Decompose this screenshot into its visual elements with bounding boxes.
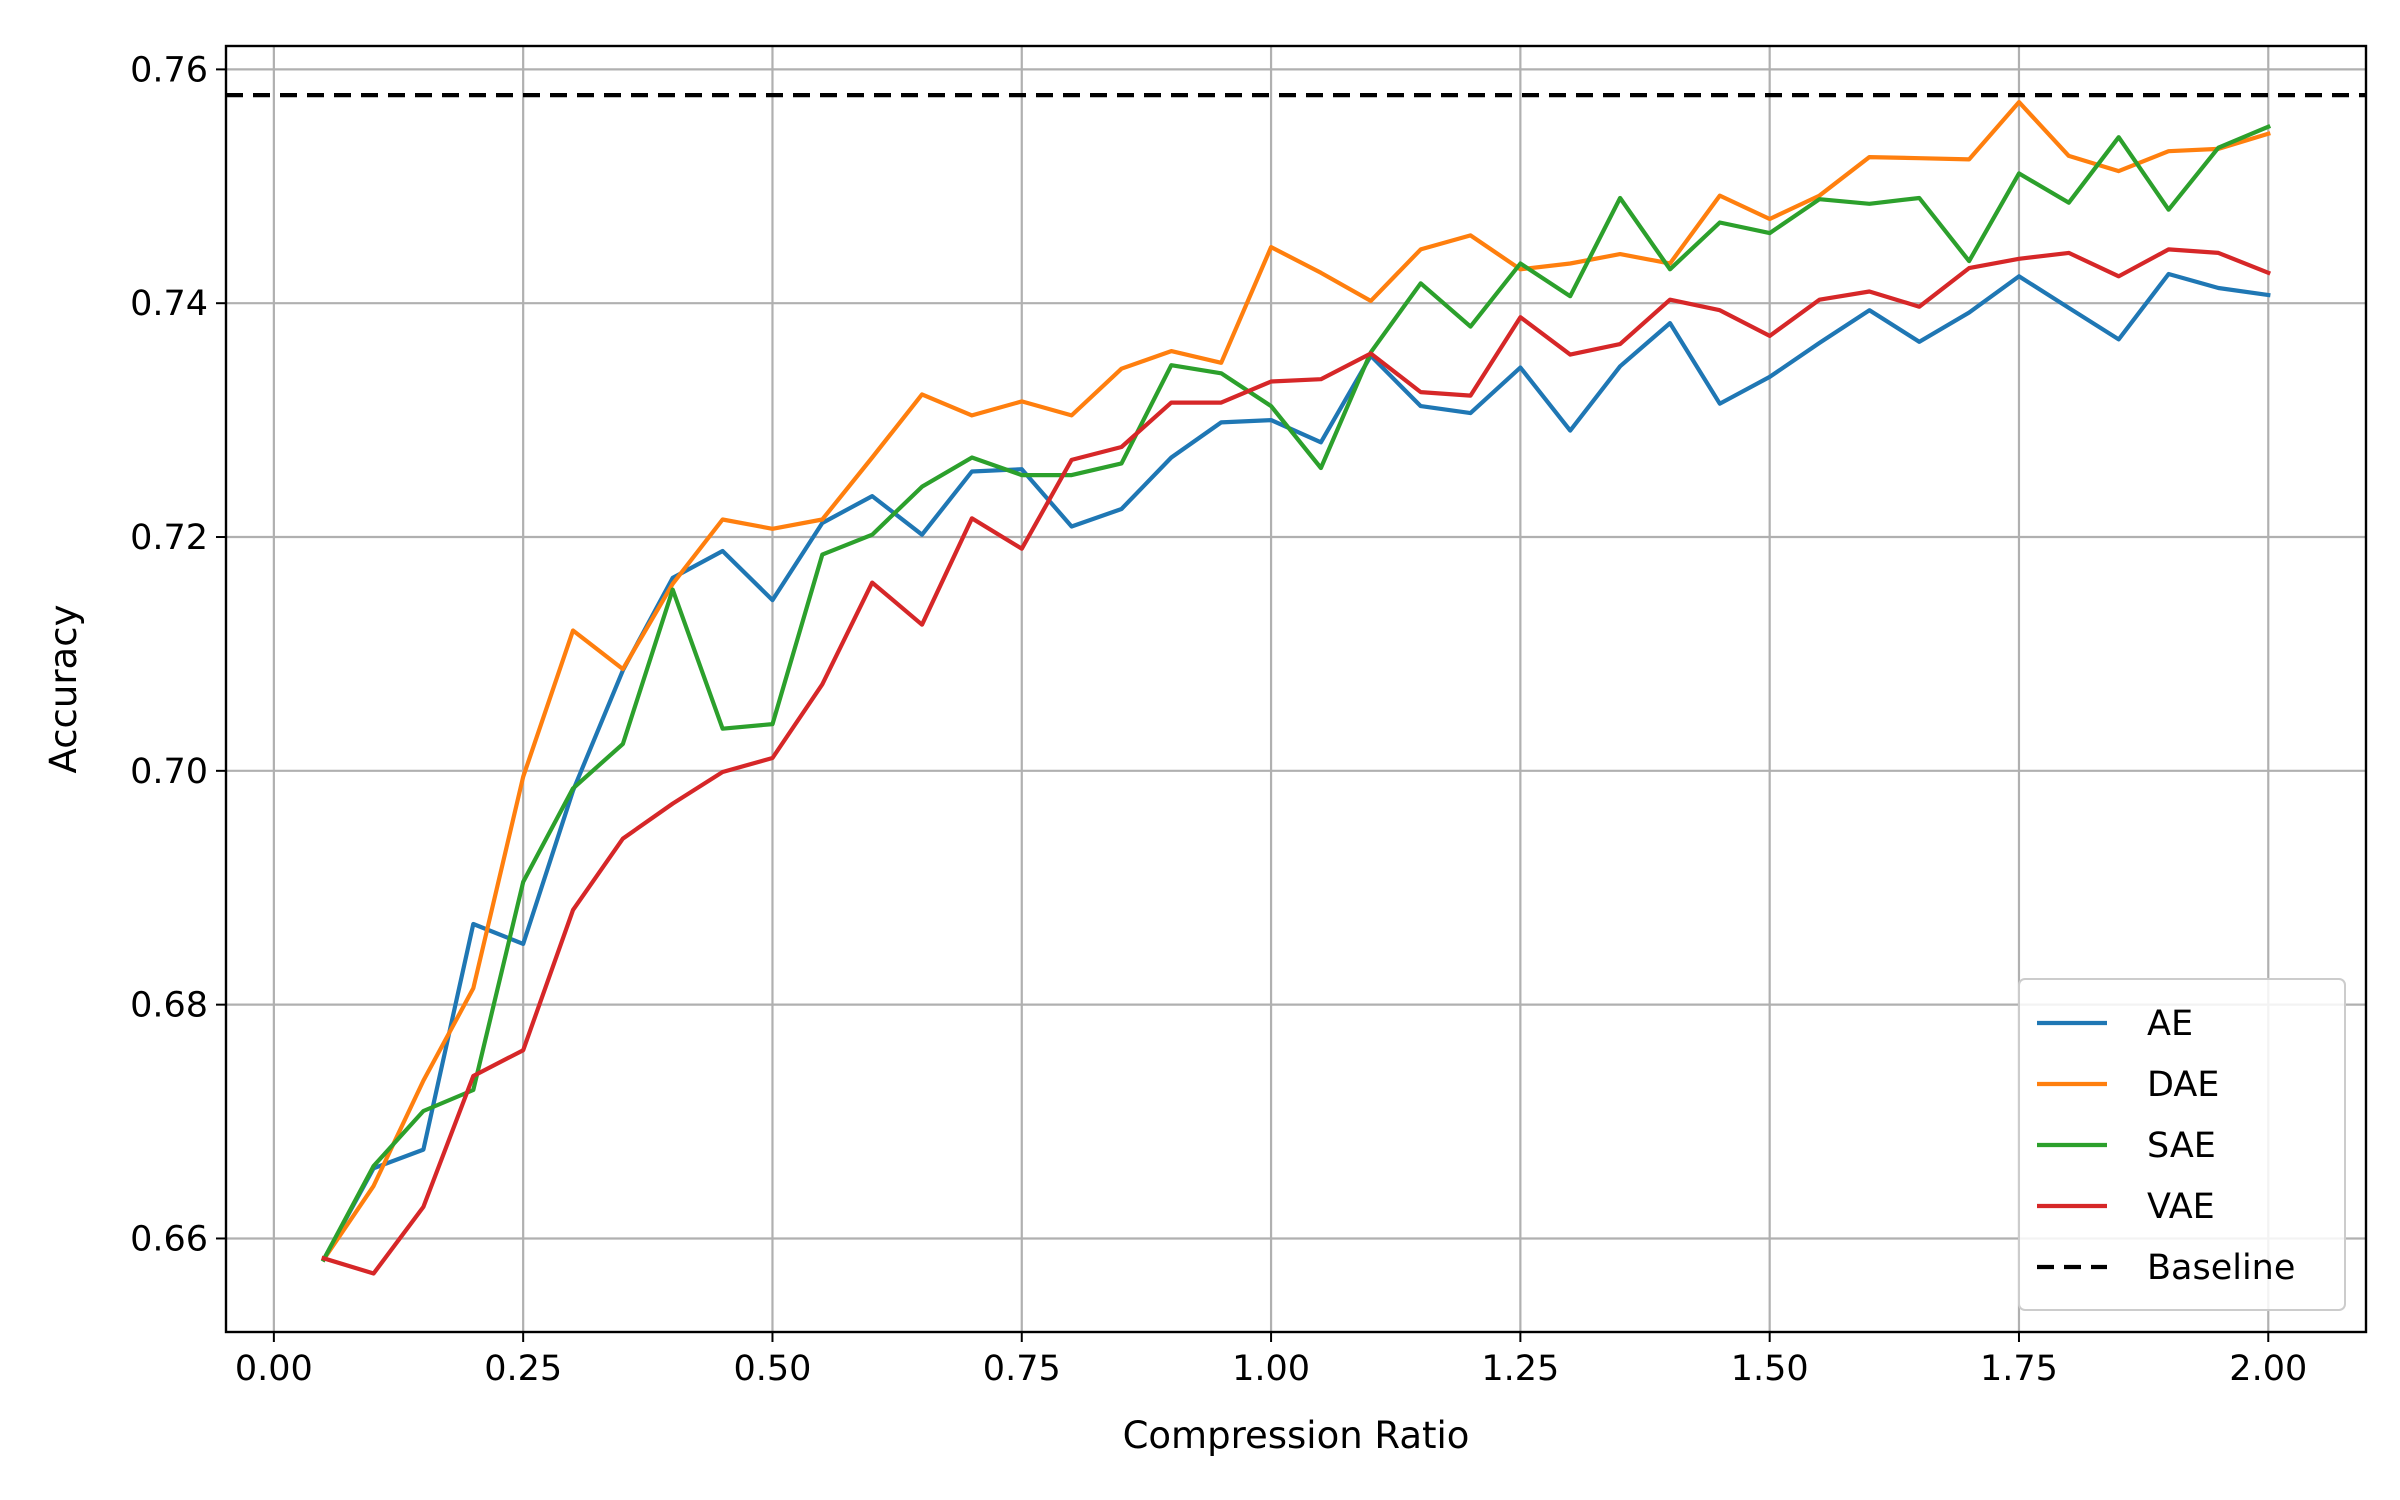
- plot-frame: [224, 44, 2368, 1334]
- x-tick-label: 1.50: [1731, 1349, 1809, 1389]
- y-tick-label: 0.74: [130, 284, 208, 324]
- x-tick-label: 0.00: [235, 1349, 313, 1389]
- series-line-sae: [320, 123, 2272, 1263]
- legend-frame: [2018, 978, 2346, 1311]
- legend-label-vae: VAE: [2147, 1187, 2215, 1227]
- y-tick-label: 0.68: [130, 986, 208, 1026]
- series-line-vae: [321, 247, 2272, 1276]
- legend: AE DAE SAE VAE Baseline: [2018, 978, 2346, 1311]
- legend-label-sae: SAE: [2147, 1126, 2216, 1166]
- x-tick-label: 1.25: [1481, 1349, 1559, 1389]
- x-tick-label: 1.00: [1232, 1349, 1310, 1389]
- series-lines: [226, 93, 2366, 1276]
- y-tick-label: 0.66: [130, 1219, 208, 1259]
- x-axis-label: Compression Ratio: [1123, 1414, 1470, 1457]
- axis-ticks: 0.00 0.25 0.50 0.75 1.00 1.25 1.50 1.75 2.00 0.66…: [130, 50, 2307, 1389]
- series-line-dae: [320, 99, 2271, 1263]
- legend-label-baseline: Baseline: [2147, 1248, 2295, 1288]
- legend-label-dae: DAE: [2147, 1065, 2219, 1105]
- x-tick-label: 1.75: [1980, 1349, 2058, 1389]
- x-tick-label: 0.25: [484, 1349, 562, 1389]
- x-tick-label: 2.00: [2229, 1349, 2307, 1389]
- y-tick-label: 0.76: [130, 50, 208, 90]
- y-axis-label: Accuracy: [42, 605, 85, 774]
- x-tick-label: 0.50: [733, 1349, 811, 1389]
- legend-label-ae: AE: [2147, 1004, 2193, 1044]
- y-tick-label: 0.70: [130, 752, 208, 792]
- y-tick-label: 0.72: [130, 518, 208, 558]
- x-tick-label: 0.75: [983, 1349, 1061, 1389]
